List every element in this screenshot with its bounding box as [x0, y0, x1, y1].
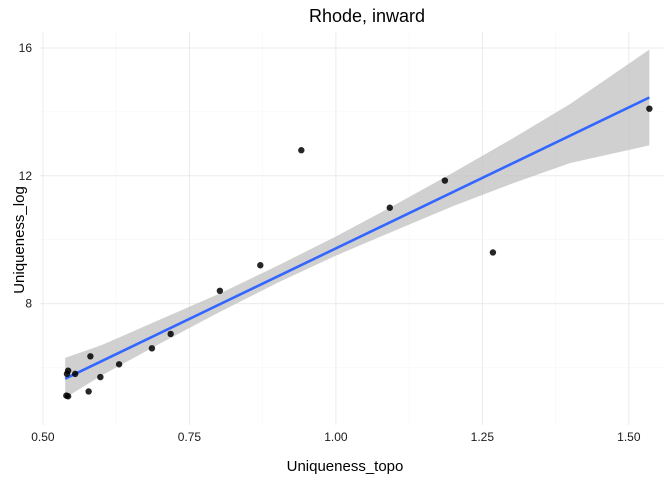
- y-tick-label: 8: [25, 297, 32, 311]
- data-point: [489, 249, 497, 256]
- y-axis-title: Uniqueness_log: [11, 186, 28, 294]
- data-point: [441, 177, 449, 184]
- data-point: [97, 373, 104, 381]
- data-point: [85, 388, 92, 395]
- x-tick-label: 1.25: [471, 430, 495, 444]
- data-point: [64, 393, 72, 400]
- data-point: [64, 367, 72, 374]
- confidence-band: [65, 49, 650, 398]
- x-tick-label: 1.50: [617, 430, 641, 444]
- y-tick-label: 12: [19, 169, 33, 183]
- data-point: [115, 361, 123, 368]
- y-tick-label: 16: [19, 41, 33, 55]
- x-axis-ticks: 0.50 0.75 1.00 1.25 1.50: [31, 430, 641, 444]
- fit-line-layer: [64, 96, 650, 380]
- x-tick-label: 0.75: [178, 430, 202, 444]
- x-tick-label: 0.50: [31, 430, 55, 444]
- data-point: [148, 345, 156, 352]
- x-tick-label: 1.00: [324, 430, 348, 444]
- chart-title: Rhode, inward: [309, 6, 425, 26]
- data-point: [216, 287, 224, 295]
- data-point: [167, 330, 174, 338]
- y-axis-ticks: 8 12 16: [19, 41, 33, 311]
- data-point: [646, 105, 653, 112]
- x-axis-title: Uniqueness_topo: [287, 458, 404, 475]
- confidence-band-layer: [65, 49, 650, 398]
- data-point: [298, 147, 305, 154]
- regression-line: [64, 96, 650, 380]
- points-layer: [63, 105, 653, 400]
- data-point: [87, 353, 94, 360]
- data-point: [386, 204, 393, 211]
- data-point: [257, 262, 264, 269]
- data-point: [71, 370, 79, 378]
